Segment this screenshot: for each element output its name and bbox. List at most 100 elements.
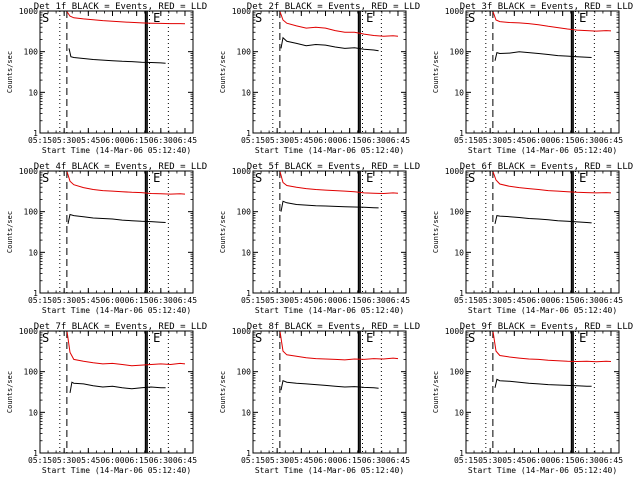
x-tick-label: 06:30 [362,456,386,465]
x-tick-label: 05:45 [289,456,313,465]
x-tick-label: 05:30 [265,136,289,145]
panel-title: Det 3f BLACK = Events, RED = LLD [460,2,633,12]
y-tick-label: 10 [454,88,464,97]
x-tick-label: 06:15 [551,136,575,145]
y-tick-label: 10 [241,88,251,97]
x-tick-label: 06:00 [100,296,124,305]
y-tick-label: 100 [24,368,39,377]
plot-frame [39,10,194,134]
x-tick-label: 06:00 [100,456,124,465]
y-tick-label: 1000 [19,327,38,336]
panel-title: Det 2f BLACK = Events, RED = LLD [247,2,420,12]
panel-title: Det 1f BLACK = Events, RED = LLD [34,2,207,12]
detector-panel-2: Det 2f BLACK = Events, RED = LLD Counts/s… [219,2,420,155]
y-axis-label: Counts/sec [432,371,440,413]
x-tick-label: 05:30 [478,296,502,305]
end-marker-label: E [366,331,373,345]
start-marker-label: S [468,331,475,345]
events-series-line [494,51,592,61]
detector-panel-8: Det 8f BLACK = Events, RED = LLD Counts/s… [219,322,420,475]
y-axis-label: Counts/sec [219,211,227,253]
y-tick-label: 1 [246,449,251,458]
y-tick-label: 10 [28,408,38,417]
end-marker-label: E [366,11,373,25]
y-axis-label: Counts/sec [6,211,14,253]
lld-series-line [66,11,186,25]
x-tick-label: 05:30 [265,456,289,465]
end-marker-label: E [579,11,586,25]
x-tick-label: 05:30 [265,296,289,305]
y-tick-label: 1000 [232,7,251,16]
x-tick-label: 05:45 [289,296,313,305]
plot-frame [39,170,194,294]
x-tick-label: 06:45 [173,136,197,145]
x-tick-label: 06:00 [313,296,337,305]
x-tick-label: 05:15 [241,456,265,465]
x-tick-label: 06:45 [173,456,197,465]
x-axis-label: Start Time (14-Mar-06 05:12:40) [255,466,404,475]
x-tick-label: 06:45 [386,136,410,145]
x-axis-label: Start Time (14-Mar-06 05:12:40) [255,306,404,315]
plot-frame [465,330,620,454]
x-tick-label: 06:45 [386,456,410,465]
y-tick-label: 1000 [232,327,251,336]
x-tick-label: 05:15 [28,296,52,305]
start-marker-label: S [255,171,262,185]
detector-panel-3: Det 3f BLACK = Events, RED = LLD Counts/s… [432,2,633,155]
x-tick-label: 05:30 [52,456,76,465]
end-marker-label: E [153,171,160,185]
y-tick-label: 100 [450,48,465,57]
x-tick-label: 05:15 [241,296,265,305]
y-tick-label: 1 [33,129,38,138]
y-tick-label: 100 [450,368,465,377]
start-marker-label: S [255,11,262,25]
start-marker-label: S [42,171,49,185]
x-tick-label: 06:00 [313,136,337,145]
start-marker-label: S [468,11,475,25]
y-tick-label: 100 [24,48,39,57]
y-axis-label: Counts/sec [6,371,14,413]
end-marker-label: E [579,331,586,345]
y-tick-label: 1000 [445,7,464,16]
plot-frame [252,10,407,134]
events-series-line [69,381,166,393]
y-tick-label: 1000 [445,327,464,336]
events-series-line [494,378,592,388]
events-series-line [494,215,592,225]
x-tick-label: 05:30 [52,296,76,305]
x-tick-label: 06:30 [149,296,173,305]
end-marker-label: E [579,171,586,185]
x-tick-label: 06:30 [149,136,173,145]
x-tick-label: 06:45 [599,296,623,305]
y-axis-label: Counts/sec [432,211,440,253]
x-tick-label: 05:45 [502,296,526,305]
x-tick-label: 05:30 [52,136,76,145]
panel-title: Det 4f BLACK = Events, RED = LLD [34,162,207,172]
detector-panel-5: Det 5f BLACK = Events, RED = LLD Counts/s… [219,162,420,315]
events-series-line [280,36,379,52]
lld-series-line [279,171,399,195]
y-tick-label: 100 [450,208,465,217]
plot-frame [465,170,620,294]
end-marker-label: E [153,11,160,25]
lld-series-line [279,11,399,37]
events-series-line [68,48,166,64]
detector-panel-6: Det 6f BLACK = Events, RED = LLD Counts/s… [432,162,633,315]
x-tick-label: 06:45 [173,296,197,305]
x-tick-label: 06:00 [526,136,550,145]
x-tick-label: 06:15 [551,456,575,465]
x-axis-label: Start Time (14-Mar-06 05:12:40) [42,306,191,315]
x-tick-label: 06:30 [362,296,386,305]
lld-series-line [492,11,612,32]
y-tick-label: 1 [33,449,38,458]
x-tick-label: 06:45 [599,136,623,145]
start-marker-label: S [42,11,49,25]
x-tick-label: 06:30 [575,456,599,465]
y-tick-label: 10 [454,248,464,257]
x-tick-label: 06:15 [551,296,575,305]
x-tick-label: 06:00 [313,456,337,465]
lld-series-line [492,331,612,363]
plot-frame [465,10,620,134]
panel-title: Det 6f BLACK = Events, RED = LLD [460,162,633,172]
